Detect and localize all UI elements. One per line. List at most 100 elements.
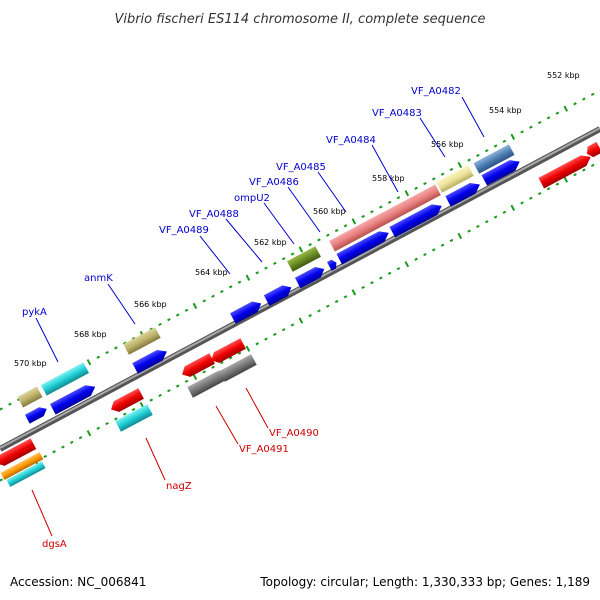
gene-arrow[interactable] [0,438,37,468]
gene-label[interactable]: VF_A0488 [189,209,239,220]
tick-label-564: 564 kbp [195,268,228,277]
gene-label[interactable]: anmK [84,273,113,284]
minor-tick [361,285,365,290]
tick-label-568: 568 kbp [74,330,107,339]
minor-tick [343,224,348,228]
minor-tick [378,205,383,209]
inner-tick-track [0,159,600,482]
minor-tick [502,210,507,214]
gene-arrow[interactable] [445,179,482,207]
minor-tick [493,215,498,219]
minor-tick [537,120,542,125]
minor-tick [158,393,162,397]
major-tick [510,133,516,140]
gene-label[interactable]: VF_A0489 [159,225,209,236]
gene-label[interactable]: VF_A0491 [239,444,289,455]
tick-label-556: 556 kbp [431,140,464,149]
gene-label[interactable]: nagZ [166,481,192,492]
gene-arrow[interactable] [294,264,327,289]
minor-tick [69,440,74,444]
gene-label[interactable]: VF_A0483 [372,108,422,119]
gene-arrow[interactable] [24,404,49,424]
gene-feature[interactable] [17,386,43,408]
gene-arrow[interactable] [230,298,264,324]
minor-tick [476,153,480,157]
minor-tick [105,350,109,355]
gene-feature[interactable] [436,165,474,193]
minor-tick [431,248,436,252]
minor-tick [78,436,83,440]
gene-feature[interactable] [40,362,90,396]
minor-tick [255,342,259,346]
gene-arrow[interactable] [179,353,215,380]
gene-label[interactable]: VF_A0484 [326,135,376,146]
reverse-genes [0,338,257,487]
major-tick [192,373,198,380]
minor-tick [308,243,312,247]
minor-tick [326,304,330,308]
gene-labels: VF_A0482 VF_A0483 VF_A0484 VF_A0485 VF_A… [22,86,461,550]
major-tick [192,302,198,309]
gene-arrow[interactable] [263,282,294,306]
gene-feature[interactable] [6,461,46,487]
gene-arrow[interactable] [108,388,144,415]
minor-tick [220,360,224,365]
minor-tick [211,294,215,298]
gene-label[interactable]: pykA [22,307,47,318]
gene-feature[interactable] [329,184,441,252]
minor-tick [440,243,445,247]
major-tick [457,161,463,169]
minor-tick [255,271,259,275]
major-tick [510,204,516,211]
minor-tick [184,308,189,312]
gene-feature[interactable] [115,404,153,432]
minor-tick [184,379,189,383]
minor-tick [396,267,401,271]
gene-arrow[interactable] [481,156,523,186]
gene-feature[interactable] [538,152,593,189]
gene-label[interactable]: VF_A0482 [411,86,461,97]
minor-tick [484,220,489,224]
gene-label[interactable]: ompU2 [234,193,270,204]
forward-genes [17,141,600,408]
gene-arrow[interactable] [132,346,169,374]
minor-tick [396,196,401,200]
major-tick [86,359,92,366]
gene-feature[interactable] [584,141,600,159]
minor-tick [281,328,286,332]
gene-feature[interactable] [473,144,515,174]
tick-label-566: 566 kbp [134,300,167,309]
major-tick [298,317,304,324]
gene-label[interactable]: VF_A0490 [269,428,319,439]
gene-arrow[interactable] [327,258,339,271]
gene-feature[interactable] [187,370,225,398]
gene-feature[interactable] [219,354,257,382]
gene-label[interactable]: VF_A0486 [249,177,299,188]
major-tick [563,105,569,112]
minor-tick [237,351,242,355]
minor-tick [431,177,436,181]
minor-tick [228,285,233,289]
gene-label[interactable]: dgsA [42,539,67,550]
major-tick [245,345,251,352]
map-title: Vibrio fischeri ES114 chromosome II, com… [114,12,485,27]
minor-tick [0,478,3,482]
leader-lines [31,96,485,537]
gene-feature[interactable] [287,246,321,272]
gene-arrow[interactable] [49,381,98,415]
gene-label[interactable]: VF_A0485 [276,162,326,173]
minor-tick [308,314,312,318]
minor-tick [449,167,454,172]
gene-feature[interactable] [123,327,161,355]
gene-arrow[interactable] [389,201,444,238]
minor-tick [122,412,127,416]
gene-feature[interactable] [0,452,44,480]
minor-tick [414,257,418,261]
gene-arrow[interactable] [209,338,246,365]
minor-tick [502,139,507,143]
minor-tick [202,299,206,303]
minor-tick [8,402,12,406]
gene-arrow[interactable] [336,228,391,265]
minor-tick [440,172,445,176]
